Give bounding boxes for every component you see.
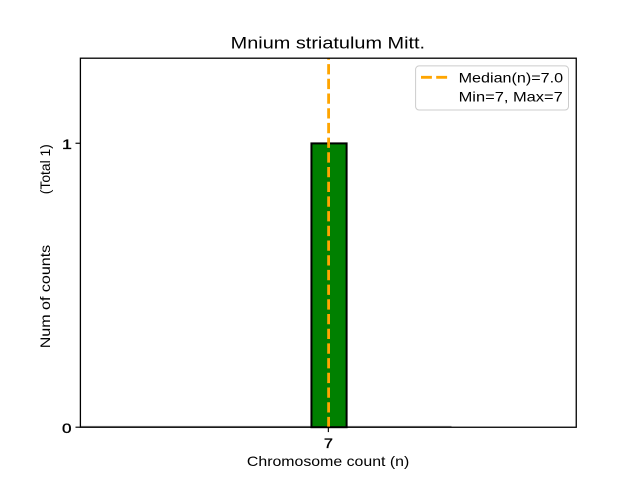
svg-text:Mnium striatulum Mitt.: Mnium striatulum Mitt. [231,35,425,53]
svg-text:Min=7, Max=7: Min=7, Max=7 [459,90,563,105]
svg-text:Median(n)=7.0: Median(n)=7.0 [459,71,564,86]
svg-text:(Total 1): (Total 1) [38,144,53,194]
svg-text:Num of counts: Num of counts [38,245,53,349]
svg-text:Chromosome count (n): Chromosome count (n) [247,454,409,469]
svg-text:1: 1 [62,138,72,153]
svg-text:7: 7 [324,436,333,452]
svg-text:0: 0 [62,422,72,437]
